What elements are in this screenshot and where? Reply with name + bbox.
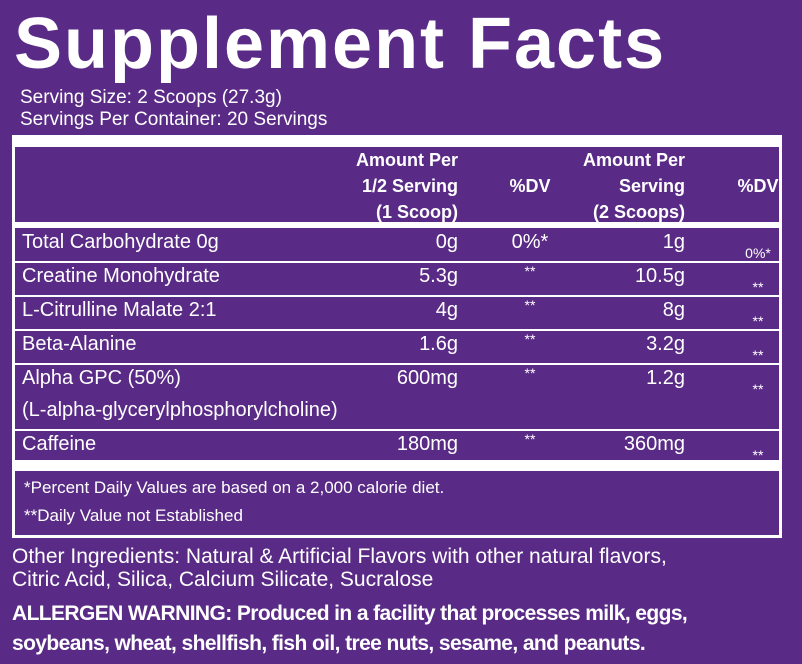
amount-full: 360mg <box>623 433 685 455</box>
dv-full: ** <box>752 313 764 329</box>
box-left <box>12 136 15 538</box>
box-right <box>779 136 782 538</box>
allergen-label: ALLERGEN WARNING: <box>12 602 232 625</box>
row-rule <box>12 363 782 365</box>
amount-half: 0g <box>435 231 458 253</box>
column-header: (2 Scoops) <box>592 202 685 222</box>
column-header: %DV <box>509 176 551 196</box>
allergen-line: soybeans, wheat, shellfish, fish oil, tr… <box>12 632 646 655</box>
other-ingredients: Citric Acid, Silica, Calcium Silicate, S… <box>12 568 434 591</box>
dv-half: 0%* <box>511 231 549 253</box>
dv-full: ** <box>752 347 764 363</box>
amount-full: 1.2g <box>646 367 685 389</box>
column-header: Serving <box>618 176 685 196</box>
row-rule <box>12 329 782 331</box>
box-bottom <box>12 535 782 538</box>
header-rule <box>12 222 782 228</box>
amount-full: 8g <box>662 299 685 321</box>
dv-half: ** <box>524 263 536 279</box>
amount-half: 600mg <box>396 367 458 389</box>
row-rule <box>12 429 782 431</box>
amount-full: 3.2g <box>646 333 685 355</box>
column-header: %DV <box>737 176 779 196</box>
dv-half: ** <box>524 431 536 447</box>
amount-full: 10.5g <box>634 265 685 287</box>
amount-full: 1g <box>662 231 685 253</box>
nutrient-name: L-Citrulline Malate 2:1 <box>22 299 217 321</box>
column-header: 1/2 Serving <box>361 176 458 196</box>
nutrient-detail: (L-alpha-glycerylphosphorylcholine) <box>22 399 338 421</box>
serving-size: Serving Size: 2 Scoops (27.3g) <box>20 87 282 108</box>
amount-half: 4g <box>435 299 458 321</box>
dv-full: 0%* <box>745 245 771 261</box>
title: Supplement Facts <box>14 4 667 84</box>
nutrient-name: Alpha GPC (50%) <box>22 367 181 389</box>
column-header: (1 Scoop) <box>375 202 458 222</box>
servings-per-container: Servings Per Container: 20 Servings <box>20 109 328 130</box>
row-rule <box>12 295 782 297</box>
table-end-rule <box>12 460 782 471</box>
other-ingredients: Other Ingredients: Natural & Artificial … <box>12 545 667 568</box>
nutrient-name: Total Carbohydrate 0g <box>22 231 219 253</box>
footnote: *Percent Daily Values are based on a 2,0… <box>24 478 445 497</box>
nutrient-name: Beta-Alanine <box>22 333 137 355</box>
dv-half: ** <box>524 365 536 381</box>
row-rule <box>12 261 782 263</box>
dv-full: ** <box>752 279 764 295</box>
footnote: **Daily Value not Established <box>24 506 243 525</box>
amount-half: 180mg <box>396 433 458 455</box>
dv-half: ** <box>524 331 536 347</box>
dv-full: ** <box>752 447 764 463</box>
allergen-text: Produced in a facility that processes mi… <box>236 602 688 625</box>
thick-rule <box>12 135 782 147</box>
column-header: Amount Per <box>582 150 685 170</box>
allergen-line: ALLERGEN WARNING: Produced in a facility… <box>12 602 688 625</box>
nutrient-name: Caffeine <box>22 433 97 455</box>
dv-full: ** <box>752 381 764 397</box>
amount-half: 1.6g <box>419 333 458 355</box>
amount-half: 5.3g <box>419 265 458 287</box>
dv-half: ** <box>524 297 536 313</box>
column-header: Amount Per <box>355 150 458 170</box>
nutrient-name: Creatine Monohydrate <box>22 265 220 287</box>
